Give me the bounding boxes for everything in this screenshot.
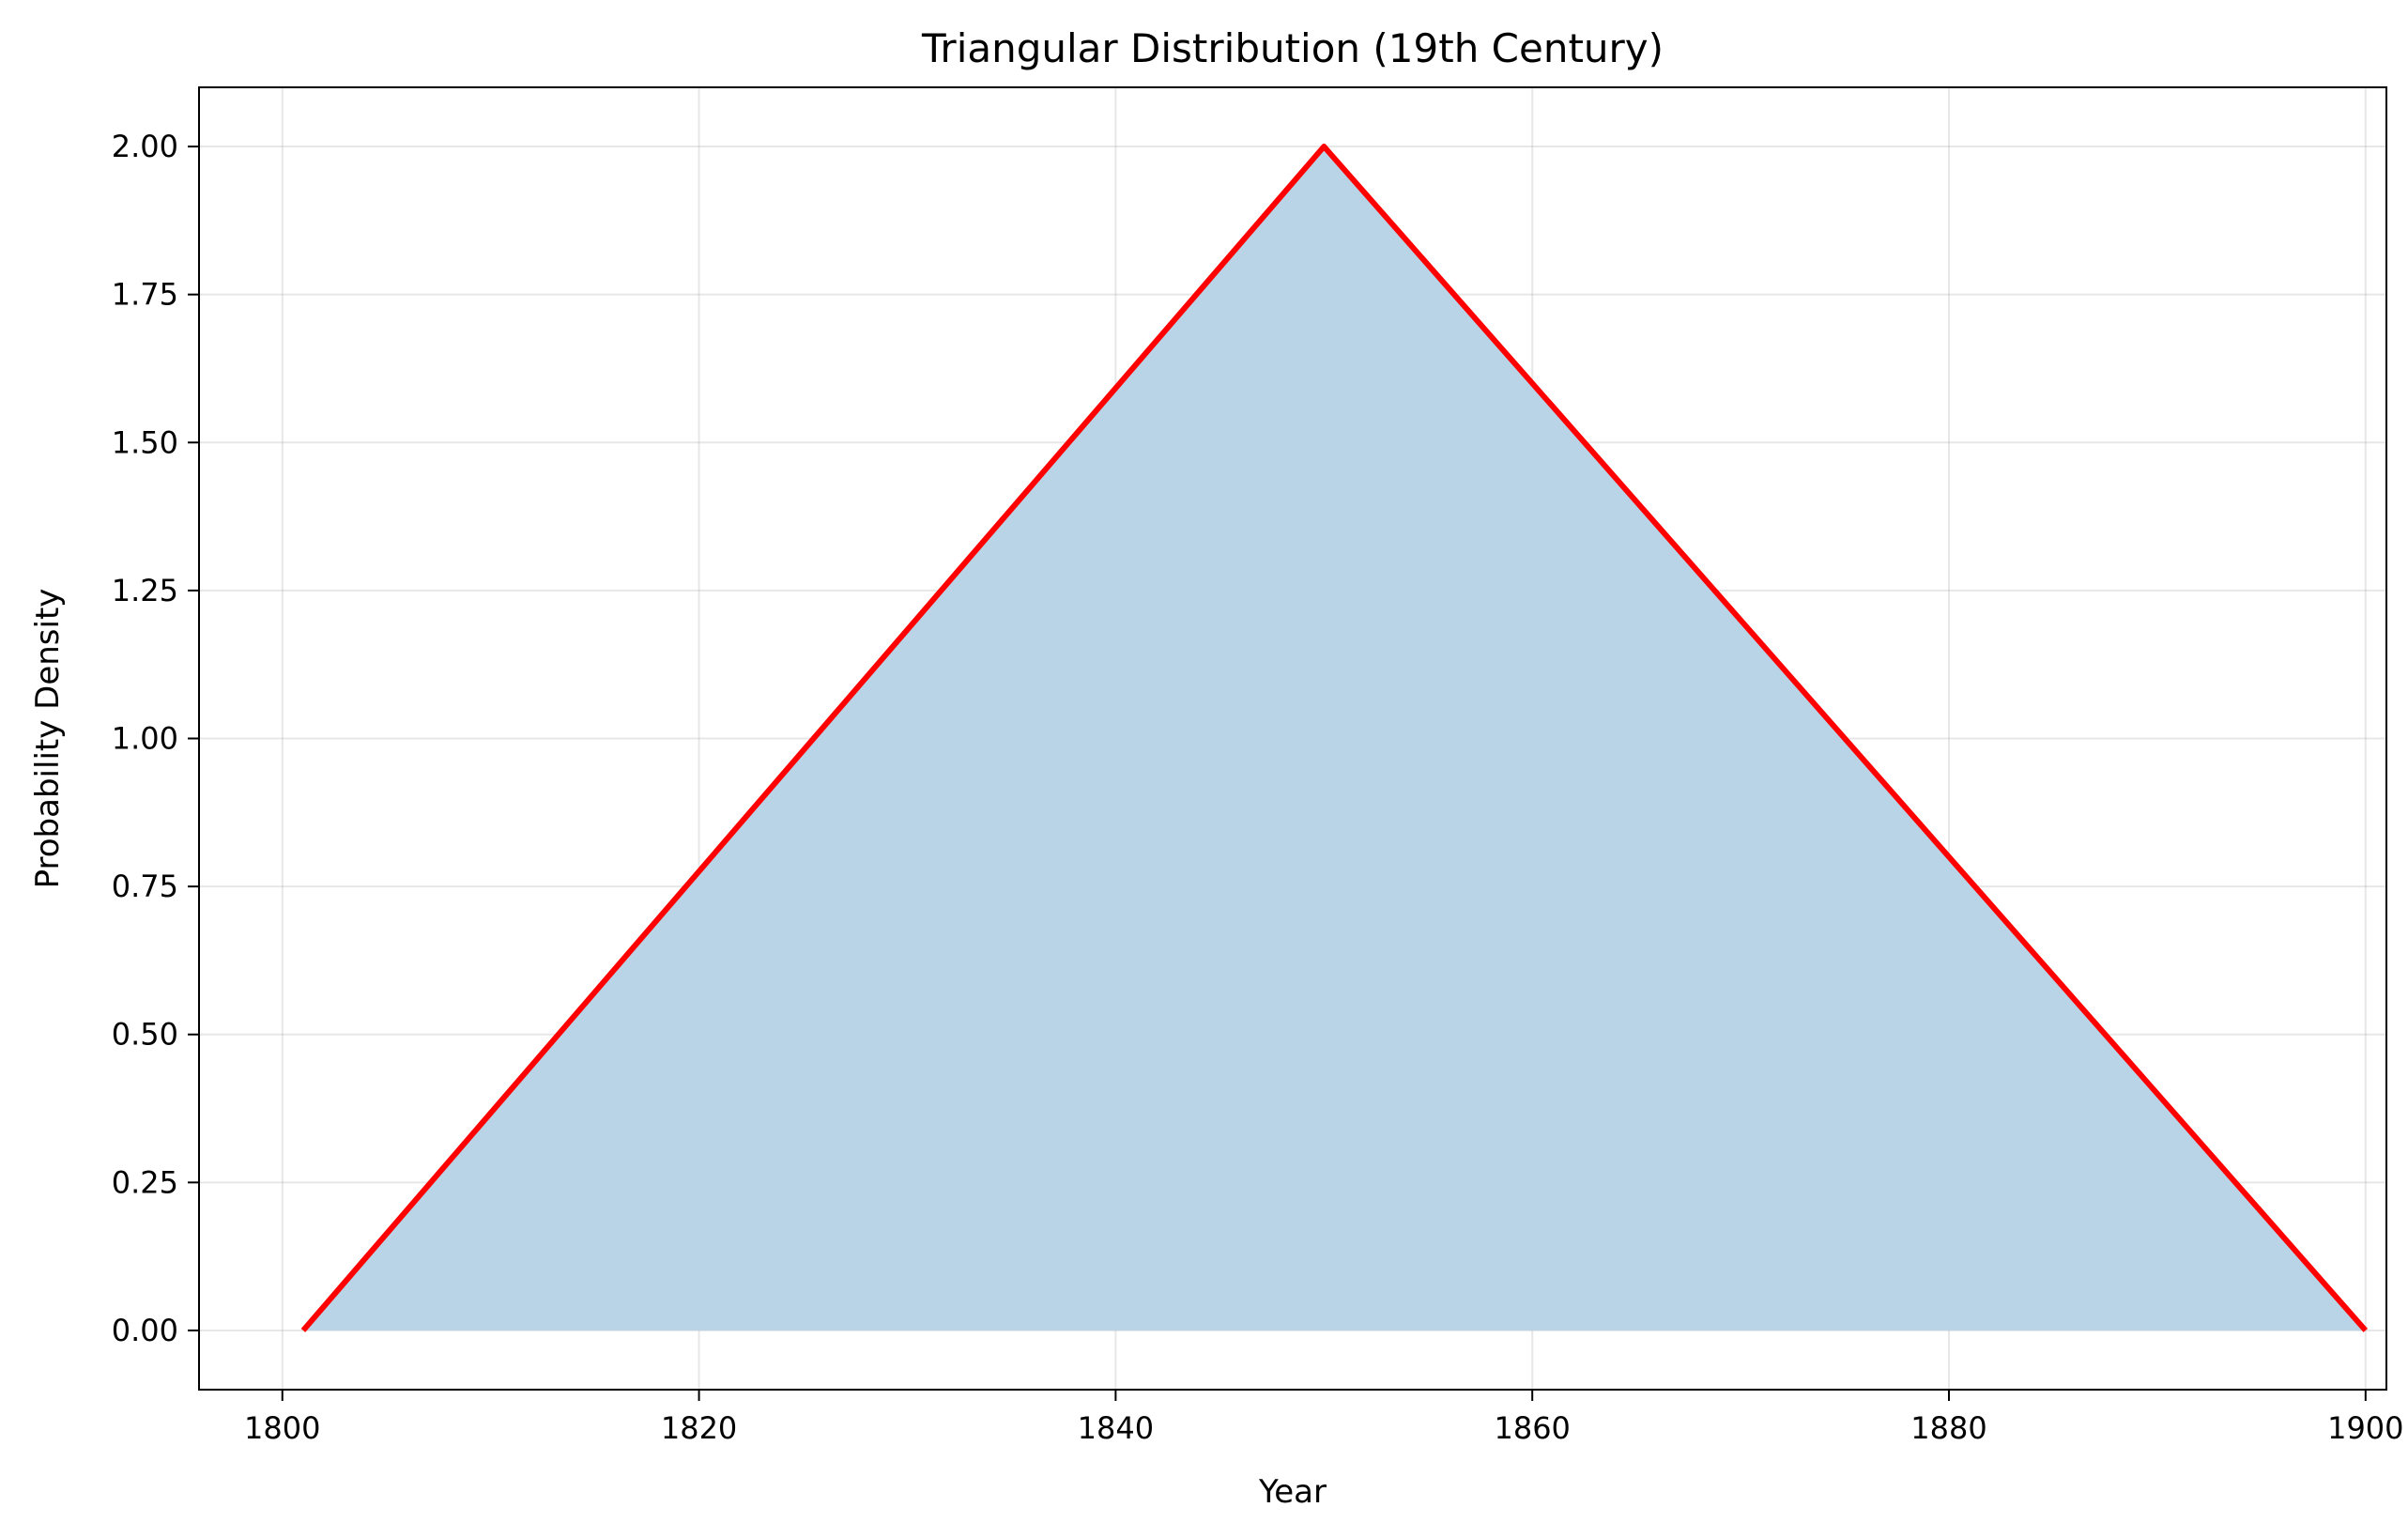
chart-title: Triangular Distribution (19th Century)	[921, 25, 1664, 71]
x-tick-label: 1820	[661, 1410, 737, 1446]
y-tick-label: 1.25	[112, 573, 178, 608]
ticks: 1800 1820 1840 1860 1880 1900 0.00 0.25 0.50 0.75…	[112, 129, 2404, 1446]
y-tick-label: 0.50	[112, 1017, 178, 1053]
y-tick-label: 1.00	[112, 721, 178, 757]
x-axis-label: Year	[1258, 1473, 1327, 1511]
x-tick-label: 1840	[1078, 1410, 1154, 1446]
x-tick-label: 1860	[1494, 1410, 1570, 1446]
y-tick-label: 0.75	[112, 869, 178, 904]
density-fill-area	[302, 146, 2366, 1330]
y-tick-label: 0.25	[112, 1164, 178, 1200]
x-tick-label: 1900	[2327, 1410, 2403, 1446]
y-tick-label: 1.50	[112, 424, 178, 460]
x-tick-label: 1800	[244, 1410, 320, 1446]
density-line	[300, 144, 2369, 1332]
x-tick-label: 1880	[1910, 1410, 1986, 1446]
y-tick-label: 0.00	[112, 1313, 178, 1348]
y-tick-label: 1.75	[112, 277, 178, 313]
y-axis-label: Probability Density	[29, 589, 67, 889]
y-tick-label: 2.00	[112, 129, 178, 164]
series-layer	[300, 144, 2369, 1332]
